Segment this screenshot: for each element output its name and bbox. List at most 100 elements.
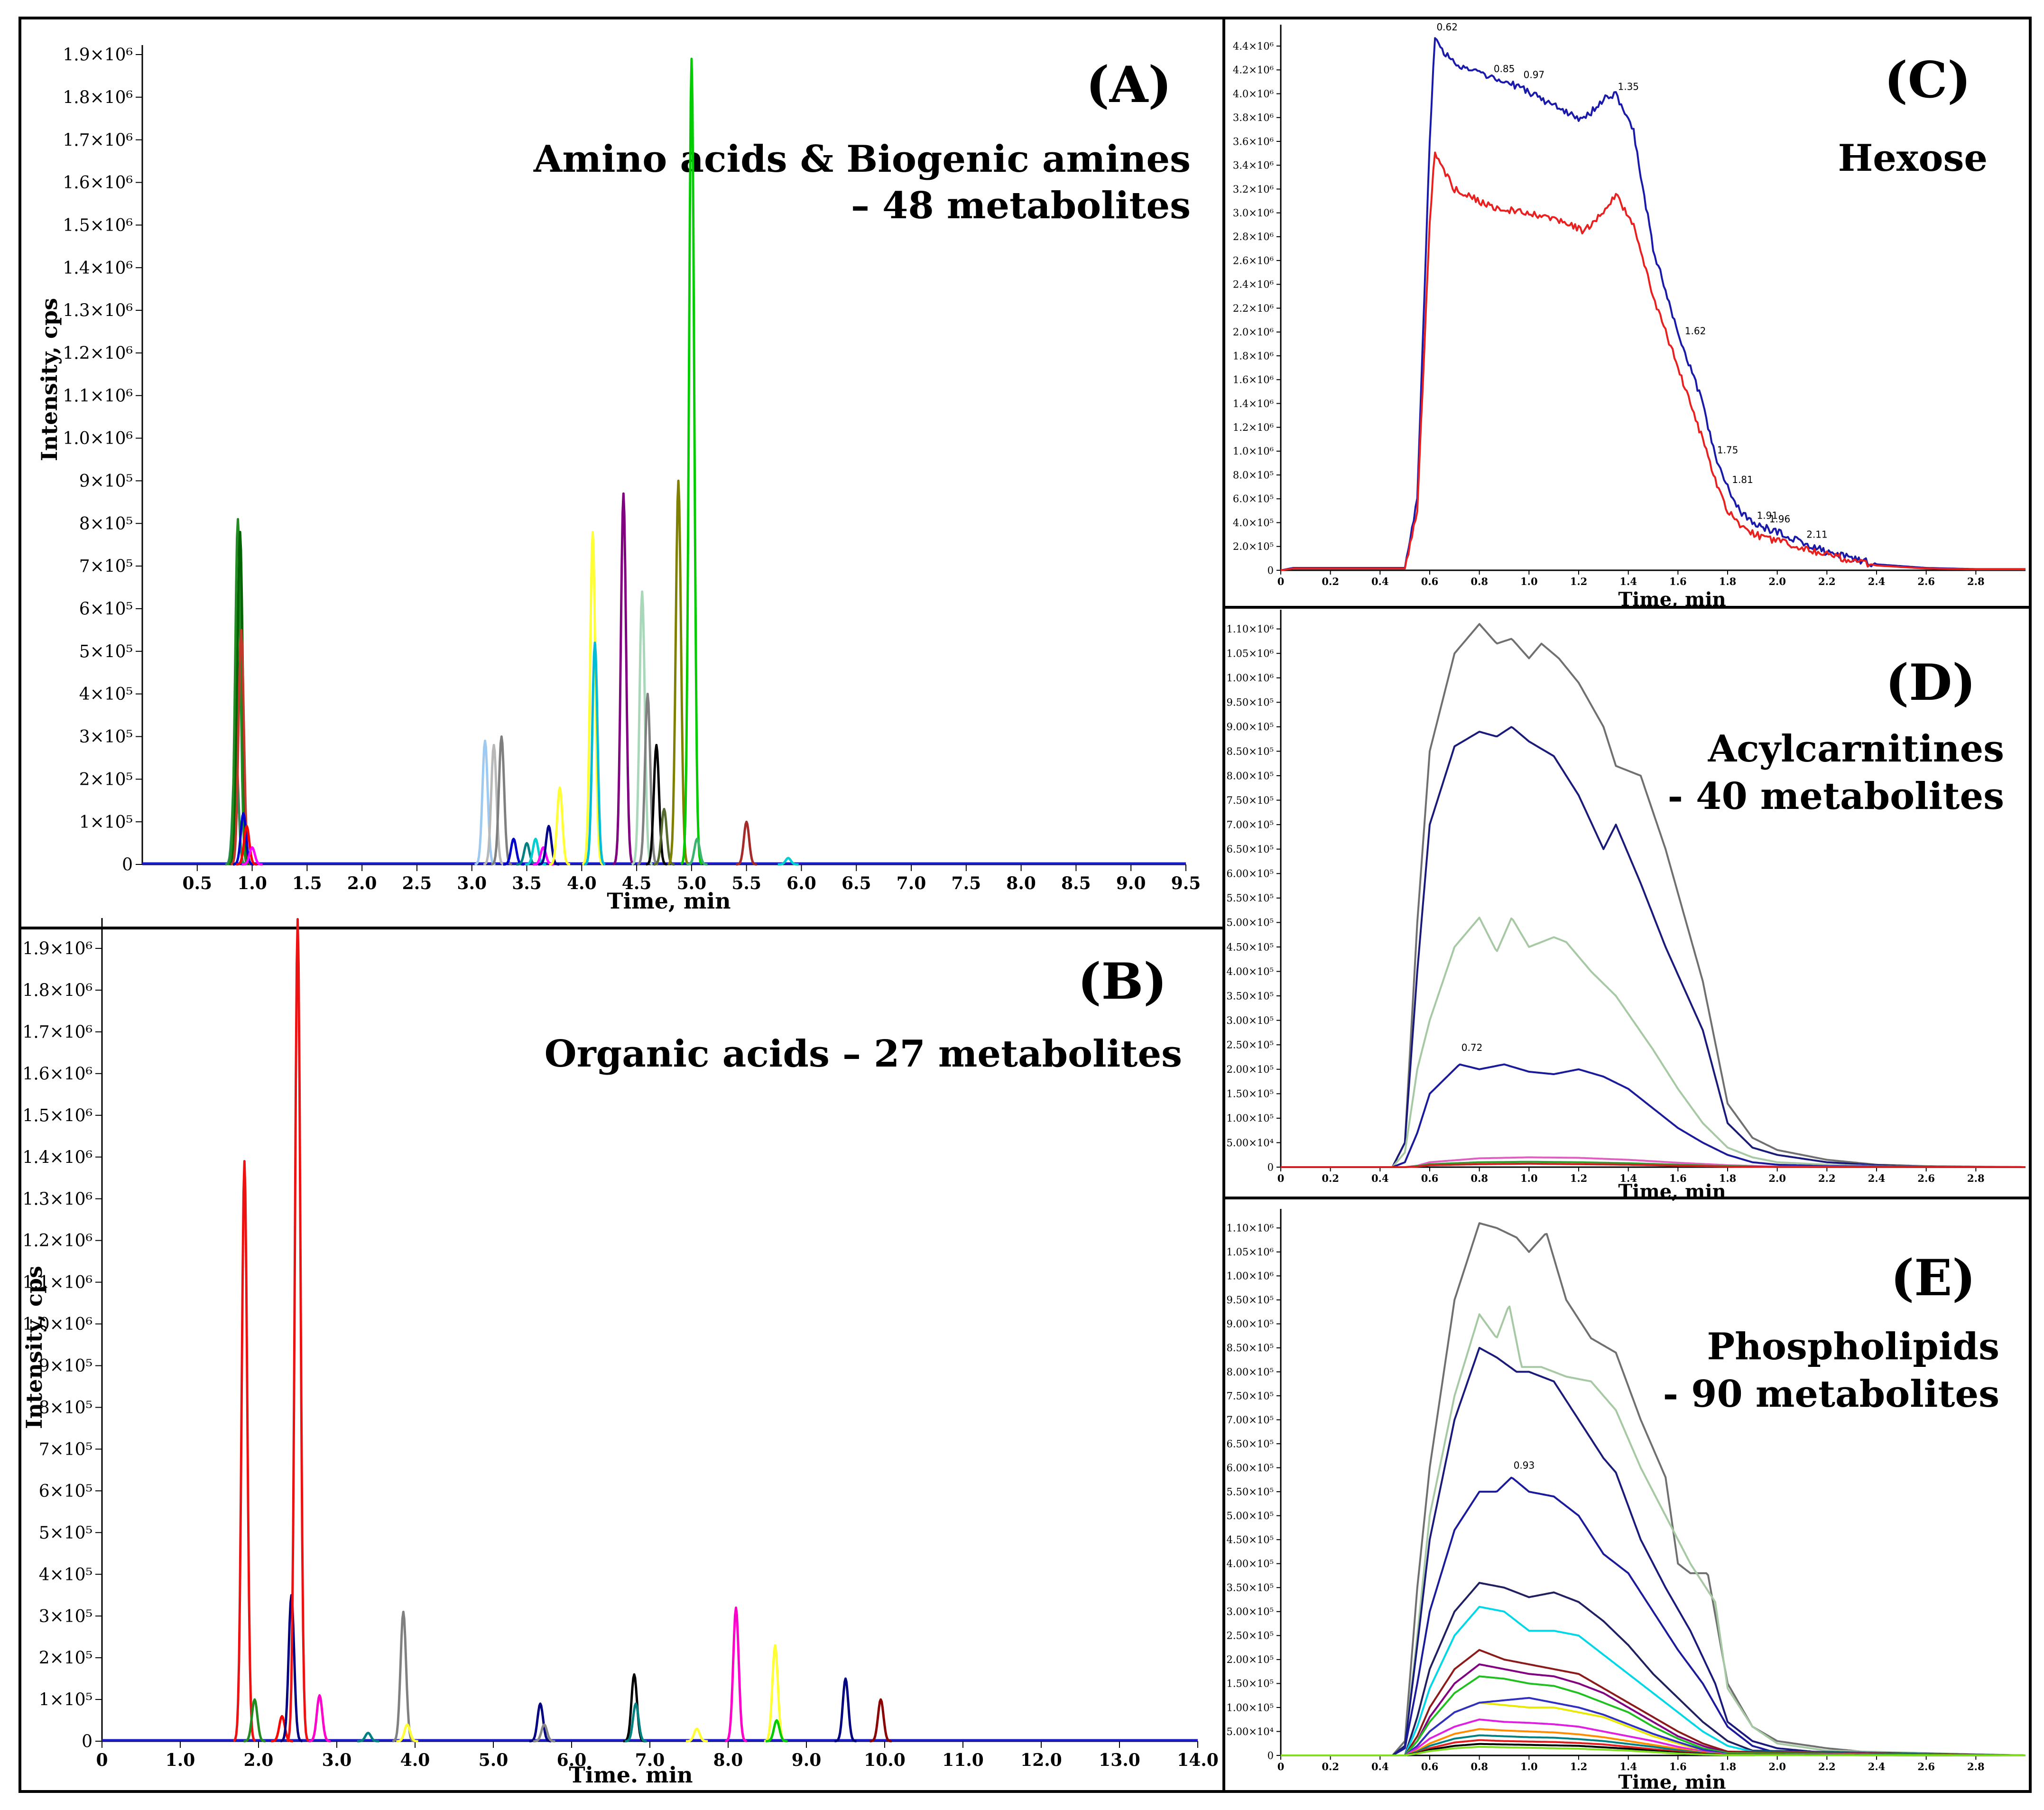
peak-1-1: [243, 1698, 266, 1743]
y-tick-label: 8.00×10⁵: [1227, 1366, 1274, 1378]
y-tick-label: 1.50×10⁵: [1227, 1678, 1274, 1689]
y-tick-label: 3.8×10⁶: [1233, 112, 1274, 123]
y-tick-label: 1.4×10⁶: [22, 1148, 92, 1167]
peak-annotation: 0.72: [1461, 1042, 1483, 1053]
x-tick-label: 7.5: [952, 873, 981, 893]
y-tick-label: 5.00×10⁵: [1227, 1510, 1274, 1522]
x-tick-label: 1.4: [1619, 575, 1637, 587]
x-tick-label: 8.0: [713, 1750, 743, 1770]
y-tick-label: 3.4×10⁶: [1233, 160, 1274, 171]
y-tick-label: 5×10⁵: [79, 642, 133, 661]
y-tick-label: 4.2×10⁶: [1233, 65, 1274, 76]
panel-c: (C) Hexose Time, min 0 0.2 0.4 0.6 0.8 1.0 1.2…: [1222, 17, 2032, 611]
x-tick-label: 1.0: [1520, 575, 1538, 587]
y-tick-label: 2.50×10⁵: [1227, 1630, 1274, 1642]
panel-b-plot: 0 1.0 2.0 3.0 4.0 5.0 6.0 7.0 8.0 9.0 10.0 11.0 12.0…: [22, 918, 1219, 1770]
peak-0-5: [236, 825, 258, 866]
peak-1-5: [308, 1694, 331, 1743]
x-tick-label: 0.4: [1371, 575, 1389, 587]
x-tick-label: 1.6: [1669, 1761, 1687, 1773]
x-tick-label: 12.0: [1020, 1750, 1062, 1770]
y-tick-label: 1.3×10⁶: [63, 301, 133, 321]
x-tick-label: 2.0: [244, 1750, 274, 1770]
x-tick-label: 2.0: [1768, 575, 1786, 587]
panel-e-title-line-2: - 90 metabolites: [1663, 1373, 1999, 1416]
peak-0-14: [538, 825, 560, 866]
y-tick-label: 8.0×10⁵: [1233, 469, 1274, 481]
y-tick-label: 4.4×10⁶: [1233, 40, 1274, 52]
x-tick-label: 0: [1277, 1761, 1285, 1773]
y-tick-label: 1.00×10⁶: [1227, 672, 1274, 684]
panel-b-y-axis-title: Intensity, cps: [21, 1266, 47, 1429]
y-tick-label: 1.3×10⁶: [22, 1189, 92, 1209]
y-tick-label: 1.10×10⁶: [1227, 1223, 1274, 1234]
y-tick-label: 1.4×10⁶: [63, 259, 133, 278]
series-line-2-1: [1280, 151, 2026, 571]
panel-e-x-axis-title: Time, min: [1618, 1771, 1726, 1793]
panel-a-title-line-1: Amino acids & Biogenic amines: [533, 138, 1191, 181]
panel-b-title-line-1: Organic acids – 27 metabolites: [545, 1032, 1182, 1076]
y-tick-label: 4×10⁵: [39, 1565, 92, 1585]
y-tick-label: 3.0×10⁶: [1233, 207, 1274, 219]
peak-1-8: [396, 1723, 419, 1743]
x-tick-label: 2.6: [1917, 1172, 1935, 1184]
y-tick-label: 4.00×10⁵: [1227, 1558, 1274, 1569]
x-tick-label: 1.5: [292, 873, 322, 893]
y-tick-label: 3.6×10⁶: [1233, 136, 1274, 147]
x-tick-label: 6.0: [557, 1750, 587, 1770]
x-tick-label: 4.0: [567, 873, 597, 893]
x-tick-label: 5.0: [677, 873, 707, 893]
y-tick-label: 5.50×10⁵: [1227, 1486, 1274, 1497]
panel-a-letter: (A): [1086, 55, 1172, 114]
y-tick-label: 2.0×10⁵: [1233, 541, 1274, 552]
peak-0-27: [777, 857, 799, 866]
x-tick-label: 6.0: [786, 873, 816, 893]
x-tick-label: 2.0: [347, 873, 377, 893]
panel-d-title-line-1: Acylcarnitines: [1708, 727, 2004, 770]
y-tick-label: 8×10⁵: [39, 1398, 92, 1418]
y-tick-label: 1.2×10⁶: [63, 343, 133, 363]
peak-annotation: 1.81: [1732, 474, 1753, 485]
y-tick-label: 7.50×10⁵: [1227, 1390, 1274, 1402]
peak-0-7: [474, 740, 496, 866]
y-tick-label: 0: [1267, 1161, 1274, 1173]
panel-a-x-axis-title: Time, min: [607, 888, 731, 914]
peak-0-16: [582, 530, 604, 866]
peak-annotation: 0.85: [1494, 63, 1515, 74]
y-tick-label: 2.2×10⁶: [1233, 303, 1274, 314]
x-tick-label: 3.0: [457, 873, 487, 893]
x-tick-label: 0.8: [1471, 1761, 1488, 1773]
y-tick-label: 7.00×10⁵: [1227, 819, 1274, 830]
y-tick-label: 1.8×10⁶: [63, 88, 133, 107]
x-tick-label: 0: [1277, 1172, 1285, 1184]
peak-annotation: 1.75: [1717, 444, 1739, 455]
y-tick-label: 7×10⁵: [39, 1440, 92, 1459]
panel-d-letter: (D): [1886, 653, 1976, 712]
x-tick-label: 5.0: [479, 1750, 509, 1770]
x-tick-label: 2.0: [1768, 1761, 1786, 1773]
panel-c-letter: (C): [1884, 50, 1971, 109]
y-tick-label: 1.6×10⁶: [22, 1064, 92, 1084]
x-tick-label: 0.6: [1421, 1172, 1439, 1184]
y-tick-label: 1.9×10⁶: [63, 46, 133, 65]
peak-annotation: 0.62: [1436, 21, 1458, 33]
y-tick-label: 8.50×10⁵: [1227, 746, 1274, 757]
panel-e-plot: 0 0.2 0.4 0.6 0.8 1.0 1.2 1.4 1.6 1.8 2.0 2.2 2.4 2.6…: [1227, 1209, 2026, 1773]
peak-0-22: [653, 808, 675, 866]
x-tick-label: 1.2: [1570, 1761, 1588, 1773]
peak-annotation: 1.62: [1685, 325, 1706, 336]
y-tick-label: 2.4×10⁶: [1233, 279, 1274, 290]
y-tick-label: 0: [1267, 565, 1274, 576]
y-tick-label: 1.5×10⁶: [63, 216, 133, 235]
panel-a: (A) Amino acids & Biogenic amines – 48 m…: [18, 17, 1225, 929]
y-tick-label: 1.1×10⁶: [63, 386, 133, 406]
y-tick-label: 1.10×10⁶: [1227, 623, 1274, 635]
panel-d-title-line-2: - 40 metabolites: [1668, 775, 2004, 818]
y-tick-label: 4.0×10⁶: [1233, 88, 1274, 100]
x-tick-label: 14.0: [1177, 1750, 1219, 1770]
x-tick-label: 0.4: [1371, 1761, 1389, 1773]
series-line-4-16: [1281, 1745, 2026, 1756]
x-tick-label: 2.0: [1768, 1172, 1786, 1184]
